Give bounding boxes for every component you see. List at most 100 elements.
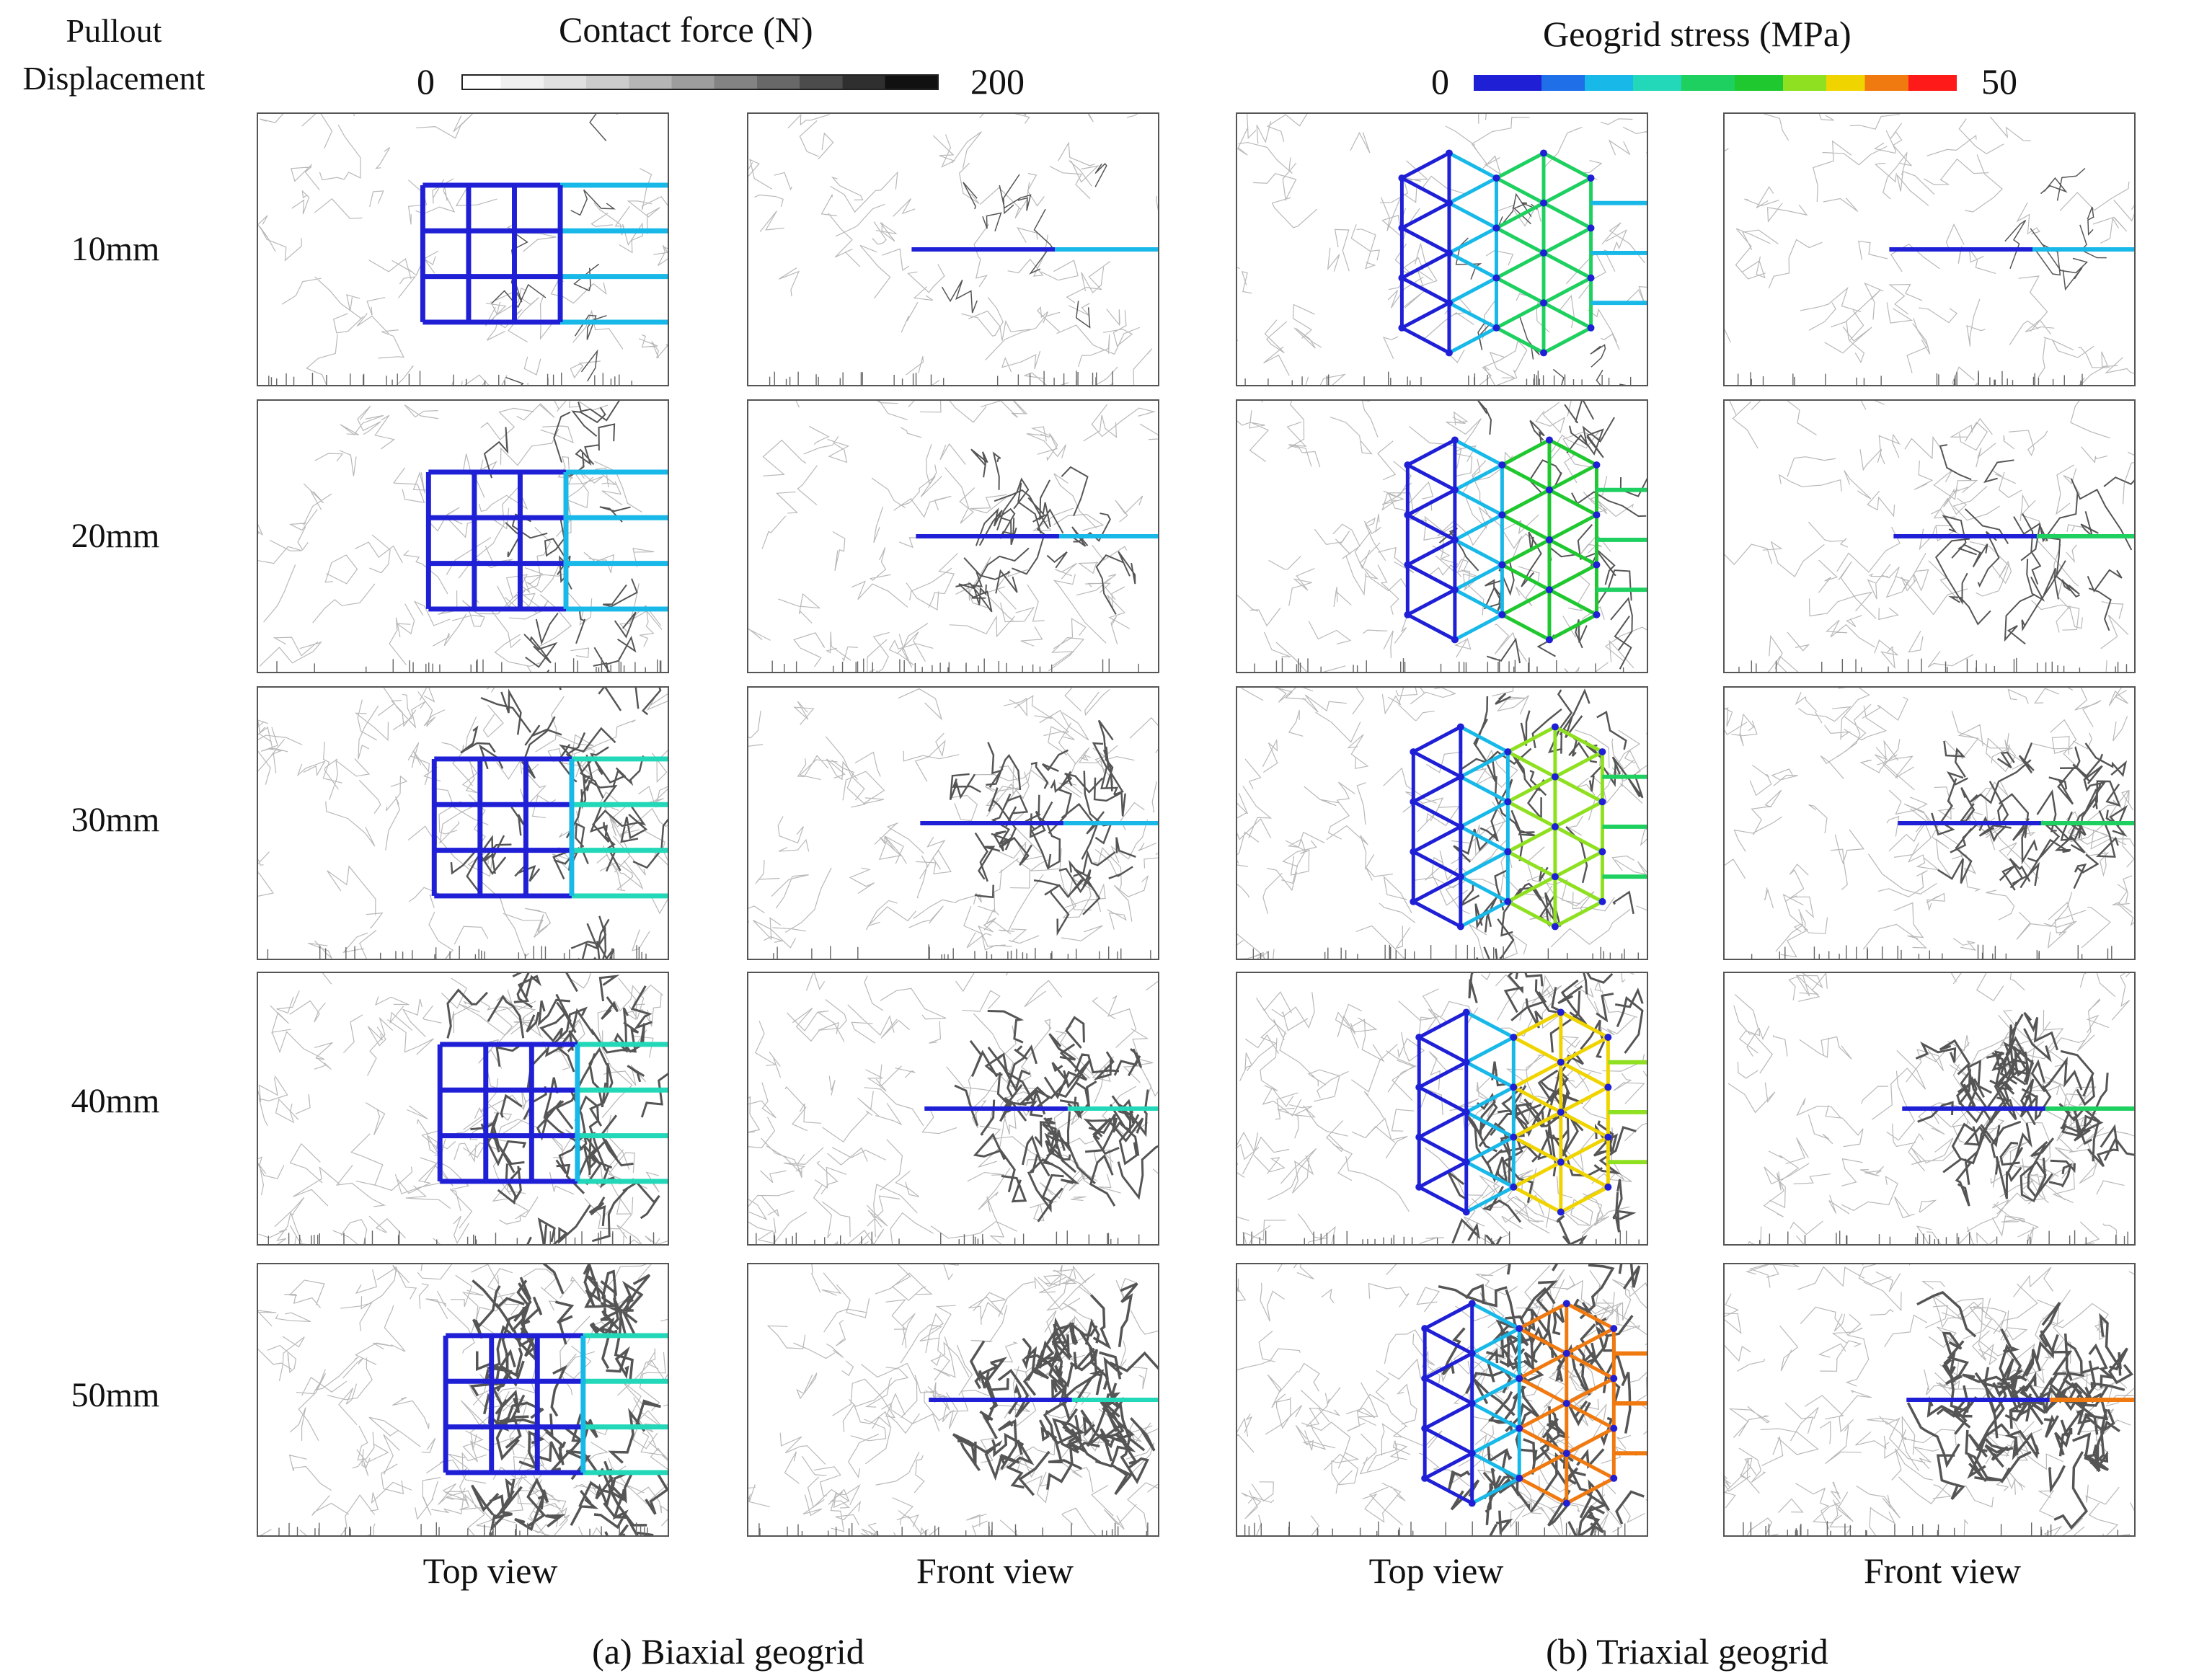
dem-simulation-view: [258, 973, 668, 1244]
geogrid-diagonal-rib: [1513, 1110, 1562, 1139]
geogrid-diagonal-rib: [1513, 1135, 1562, 1164]
geogrid-diagonal-rib: [1454, 613, 1503, 642]
geogrid-node: [1540, 149, 1547, 157]
geogrid-diagonal-rib: [1448, 176, 1497, 205]
geogrid-node: [1604, 1034, 1612, 1041]
geogrid-diagonal-rib: [1407, 513, 1456, 542]
boundary-tick-marks: [773, 944, 1151, 959]
geogrid-node: [1551, 923, 1559, 931]
geogrid-node: [1456, 723, 1464, 731]
geogrid-diagonal-rib: [1518, 1401, 1567, 1430]
contact-force-chains: [258, 973, 668, 1244]
panel-tri-front-50mm: [1723, 1263, 2136, 1537]
geogrid-node: [1562, 1300, 1570, 1308]
weak-force-chain-path: [1725, 114, 2134, 385]
contact-force-chains: [748, 401, 1158, 672]
geogrid-diagonal-rib: [1459, 725, 1509, 754]
geogrid-diagonal-rib: [1507, 750, 1557, 778]
panel-bi-front-50mm: [747, 1263, 1159, 1537]
contact-force-chains: [748, 1264, 1158, 1535]
geogrid-diagonal-rib: [1454, 488, 1503, 517]
geogrid-node: [1562, 1400, 1570, 1407]
contact-force-chains: [258, 114, 668, 385]
geogrid-node: [1610, 1325, 1618, 1332]
geogrid-node: [1492, 274, 1500, 282]
geogrid-diagonal-rib: [1459, 850, 1509, 879]
geogrid-diagonal-rib: [1459, 750, 1509, 778]
geogrid-diagonal-rib: [1418, 1011, 1467, 1039]
panel-tri-front-20mm: [1723, 399, 2136, 673]
geogrid-diagonal-rib: [1418, 1185, 1467, 1214]
dem-simulation-view: [258, 688, 668, 959]
geogrid-node: [1492, 174, 1500, 182]
geogrid-diagonal-rib: [1401, 276, 1451, 305]
geogrid-node: [1415, 1083, 1423, 1091]
geogrid-diagonal-rib: [1554, 825, 1603, 853]
geogrid-node: [1468, 1300, 1476, 1308]
geogrid-node: [1598, 897, 1606, 905]
dem-simulation-view: [748, 1264, 1158, 1535]
triaxial-geogrid: [1421, 1300, 1647, 1507]
geogrid-node: [1510, 1183, 1518, 1191]
weak-force-chain-path: [748, 688, 1158, 951]
geogrid-node: [1492, 324, 1500, 332]
pullout-displacement-header: Pullout Displacement: [6, 7, 222, 102]
geogrid-node: [1498, 611, 1506, 618]
geogrid-diagonal-rib: [1501, 488, 1551, 517]
geogrid-diagonal-rib: [1465, 1135, 1515, 1164]
geogrid-diagonal-rib: [1560, 1185, 1609, 1214]
geogrid-diagonal-rib: [1412, 750, 1461, 778]
biaxial-geogrid: [437, 1042, 668, 1184]
geogrid-node: [1551, 873, 1559, 881]
boundary-tick-marks: [278, 1522, 648, 1535]
strong-force-chain-path: [1935, 444, 2134, 645]
geogrid-node: [1415, 1183, 1423, 1191]
geogrid-node: [1516, 1474, 1523, 1482]
geogrid-node: [1504, 848, 1512, 856]
geogrid-diagonal-rib: [1548, 513, 1598, 542]
boundary-tick-marks: [1758, 1230, 2128, 1244]
geogrid-diagonal-rib: [1454, 538, 1503, 567]
geogrid-node: [1462, 1109, 1470, 1116]
geogrid-diagonal-rib: [1401, 301, 1451, 330]
weak-force-chain-path: [1237, 114, 1647, 385]
geogrid-node: [1610, 1375, 1618, 1383]
geogrid-diagonal-rib: [1448, 276, 1497, 305]
geogrid-node: [1540, 199, 1547, 207]
geogrid-node: [1451, 636, 1459, 644]
geogrid-diagonal-rib: [1465, 1060, 1515, 1089]
geogrid-diagonal-rib: [1401, 151, 1451, 180]
panel-bi-top-30mm: [257, 686, 669, 960]
weak-force-chain-path: [748, 114, 1158, 385]
geogrid-diagonal-rib: [1513, 1035, 1562, 1064]
geogrid-diagonal-rib: [1548, 438, 1598, 467]
geogrid-diagonal-rib: [1448, 301, 1497, 330]
weak-force-chain-path: [1237, 973, 1647, 1244]
geogrid-node: [1551, 723, 1559, 731]
geogrid-diagonal-rib: [1495, 326, 1545, 355]
geogrid-stress-colorbar: [1474, 75, 1957, 91]
dem-simulation-view: [258, 114, 668, 385]
geogrid-diagonal-rib: [1554, 725, 1603, 754]
contact-force-chains: [1237, 973, 1647, 1244]
geogrid-diagonal-rib: [1518, 1326, 1567, 1355]
weak-force-chain-path: [748, 401, 1158, 672]
geogrid-diagonal-rib: [1471, 1326, 1521, 1355]
geogrid-diagonal-rib: [1565, 1476, 1615, 1505]
panel-bi-top-40mm: [257, 972, 669, 1246]
geogrid-diagonal-rib: [1418, 1135, 1467, 1164]
geogrid-diagonal-rib: [1454, 588, 1503, 617]
weak-force-chain-path: [1725, 401, 2134, 672]
geogrid-diagonal-rib: [1565, 1377, 1615, 1406]
geogrid-diagonal-rib: [1401, 201, 1451, 230]
weak-force-chain-path: [258, 688, 668, 959]
geogrid-diagonal-rib: [1465, 1110, 1515, 1139]
geogrid-diagonal-rib: [1560, 1035, 1609, 1064]
geogrid-diagonal-rib: [1459, 900, 1509, 928]
geogrid-diagonal-rib: [1495, 276, 1545, 305]
geogrid-diagonal-rib: [1465, 1161, 1515, 1189]
strong-force-chain-path: [952, 1282, 1158, 1496]
geogrid-node: [1540, 349, 1547, 357]
geogrid-diagonal-rib: [1459, 875, 1509, 904]
geogrid-diagonal-rib: [1465, 1011, 1515, 1039]
